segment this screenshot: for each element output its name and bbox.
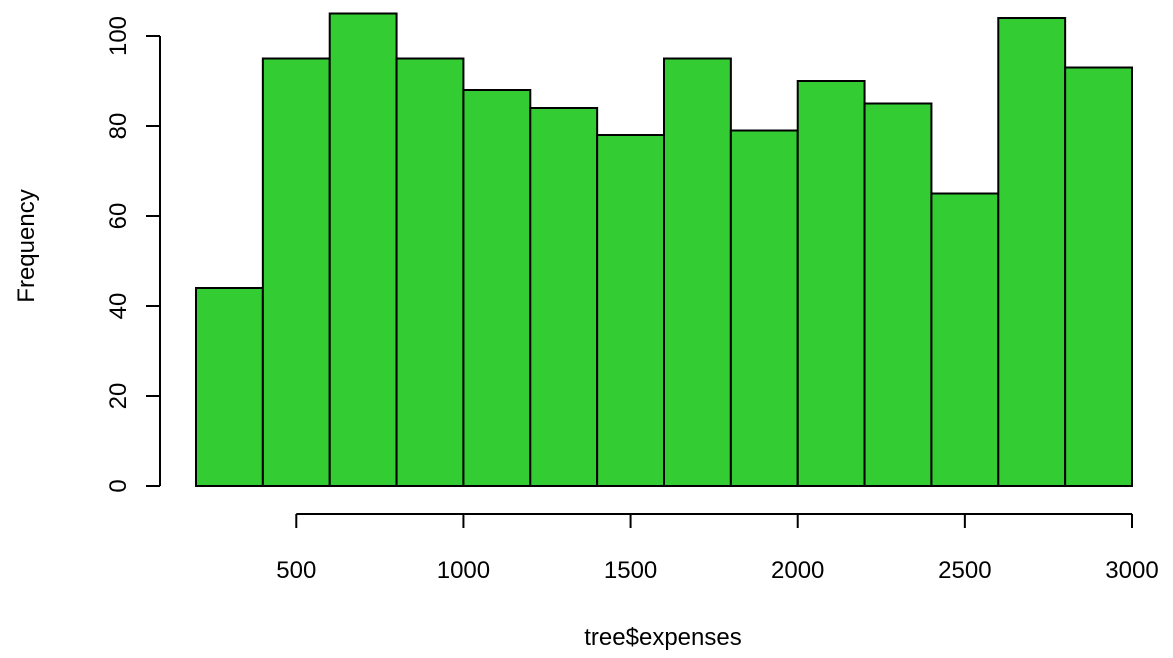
histogram-bar	[863, 102, 933, 487]
histogram-bar	[729, 129, 799, 487]
histogram-bars	[195, 12, 1133, 487]
x-tick-label: 1500	[604, 557, 657, 584]
histogram-bar	[462, 89, 532, 487]
y-axis: 0 20 40 60 80 100	[105, 16, 161, 493]
x-tick-label: 500	[276, 557, 316, 584]
histogram-bar	[796, 80, 866, 487]
x-tick-label: 1000	[437, 557, 490, 584]
histogram-bar	[663, 57, 732, 487]
histogram-bar	[261, 57, 331, 487]
y-tick-label: 60	[105, 203, 132, 230]
y-tick-label: 40	[105, 293, 132, 320]
y-tick-label: 0	[105, 479, 132, 492]
histogram-bar	[529, 107, 599, 487]
x-axis: 500 1000 1500 2000 2500 3000	[276, 513, 1159, 584]
y-axis-title: Frequency	[13, 189, 40, 302]
y-tick-label: 80	[105, 113, 132, 140]
histogram-bar	[997, 17, 1067, 487]
y-tick-label: 100	[105, 16, 132, 56]
x-tick-label: 2500	[938, 557, 991, 584]
histogram-bar	[328, 12, 398, 487]
x-tick-label: 2000	[771, 557, 824, 584]
histogram-bar	[1064, 66, 1133, 487]
histogram-bar	[930, 192, 1000, 487]
x-axis-title: tree$expenses	[584, 624, 741, 651]
y-tick-label: 20	[105, 383, 132, 410]
x-tick-label: 3000	[1105, 557, 1158, 584]
histogram-bar	[596, 134, 666, 487]
histogram-bar	[395, 57, 465, 487]
histogram-bar	[195, 287, 264, 487]
